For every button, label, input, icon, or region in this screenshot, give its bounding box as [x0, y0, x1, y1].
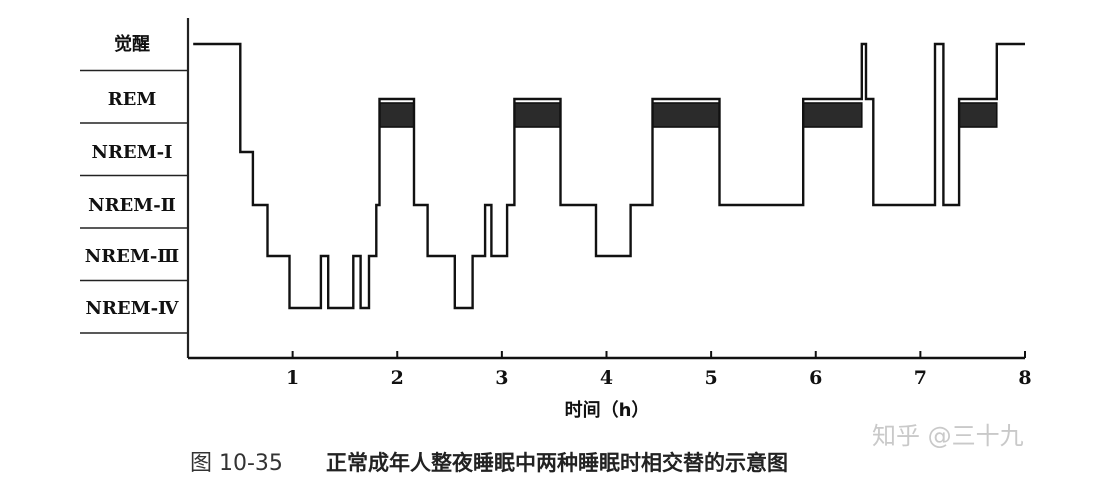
- figure-number: 图 10-35: [190, 451, 283, 476]
- x-tick-labels: 1 2 3 4 5 6 7 8: [286, 351, 1032, 389]
- watermark: 知乎 @三十九: [872, 422, 1024, 450]
- rem-bar: [378, 102, 415, 128]
- stage-label-nrem: NREM-Ⅰ: [92, 142, 173, 163]
- rem-bars: [378, 102, 998, 128]
- x-tick-label: 8: [1018, 367, 1031, 389]
- sleep-stage-trace: [193, 42, 1025, 310]
- stage-label-nrem: NREM-Ⅱ: [88, 195, 176, 216]
- figure-caption: 正常成年人整夜睡眠中两种睡眠时相交替的示意图: [326, 451, 788, 475]
- x-tick-label: 1: [286, 367, 299, 389]
- stage-label-nrem: NREM-Ⅳ: [86, 298, 180, 319]
- x-tick-label: 6: [809, 367, 822, 389]
- x-tick-label: 5: [705, 367, 718, 389]
- x-tick-label: 7: [914, 367, 927, 389]
- stage-label-rem: REM: [108, 89, 157, 110]
- stage-label-nrem: NREM-Ⅲ: [85, 246, 180, 267]
- stage-label-wake: 觉醒: [114, 33, 150, 55]
- x-tick-label: 4: [600, 367, 613, 389]
- rem-bar: [958, 102, 998, 128]
- x-axis-label: 时间（h）: [565, 400, 650, 421]
- stage-label-column: 觉醒 REM NREM-Ⅰ NREM-Ⅱ NREM-Ⅲ NREM-Ⅳ: [80, 18, 190, 358]
- rem-bar: [513, 102, 562, 128]
- rem-bar: [651, 102, 721, 128]
- x-tick-label: 2: [391, 367, 404, 389]
- rem-bar: [802, 102, 863, 128]
- x-tick-label: 3: [495, 367, 508, 389]
